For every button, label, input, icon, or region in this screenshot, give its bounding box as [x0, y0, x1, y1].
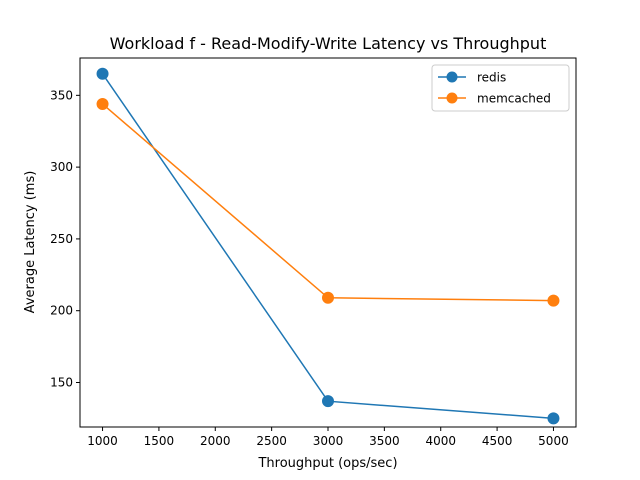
series-memcached — [96, 97, 560, 307]
data-point-redis — [547, 412, 560, 425]
x-tick-label: 1500 — [144, 434, 175, 448]
x-axis-label: Throughput (ops/sec) — [257, 456, 397, 471]
data-point-memcached — [96, 97, 109, 110]
x-tick-label: 3000 — [313, 434, 344, 448]
legend-label-redis: redis — [477, 71, 506, 85]
legend: redis memcached — [431, 64, 570, 112]
data-series — [96, 67, 560, 425]
axes-frame — [79, 57, 577, 428]
legend-marker-memcached — [446, 92, 458, 104]
legend-box — [431, 64, 570, 112]
legend-marker-redis — [446, 71, 458, 83]
series-redis — [96, 67, 560, 425]
x-tick-label: 2500 — [256, 434, 287, 448]
axis-ticks: 1000 1500 2000 2500 3000 3500 4000 4500 5000 150 2… — [50, 88, 569, 448]
chart-title: Workload f - Read-Modify-Write Latency v… — [110, 34, 547, 53]
y-tick-label: 200 — [50, 304, 73, 318]
x-tick-label: 4000 — [425, 434, 456, 448]
legend-label-memcached: memcached — [477, 92, 551, 106]
x-tick-label: 2000 — [200, 434, 231, 448]
data-point-memcached — [547, 294, 560, 307]
data-point-memcached — [322, 291, 334, 304]
y-tick-label: 350 — [50, 88, 73, 102]
x-tick-label: 3500 — [369, 434, 400, 448]
data-point-redis — [322, 395, 334, 408]
x-tick-label: 4500 — [482, 434, 513, 448]
y-axis-label: Average Latency (ms) — [23, 171, 38, 314]
y-tick-label: 150 — [50, 375, 73, 389]
data-point-redis — [96, 67, 109, 80]
x-tick-label: 5000 — [538, 434, 569, 448]
x-tick-label: 1000 — [87, 434, 118, 448]
y-tick-label: 300 — [50, 160, 73, 174]
y-tick-label: 250 — [50, 232, 73, 246]
